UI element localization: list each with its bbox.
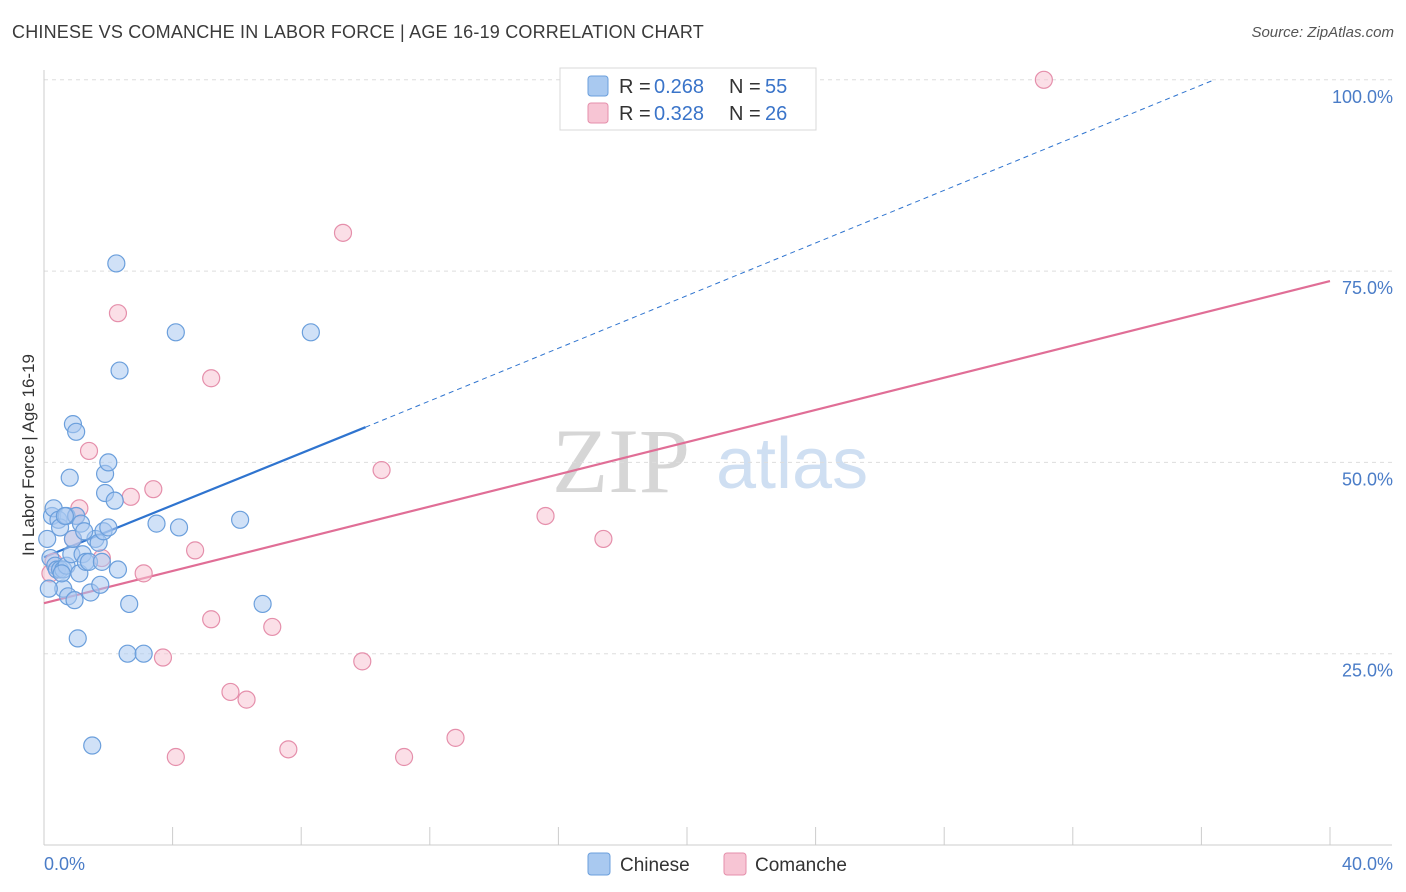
legend-swatch-chinese [587,75,609,97]
chinese-point [231,510,250,529]
bottom-legend-label-comanche: Comanche [755,855,847,876]
comanche-point [446,728,465,747]
chinese-point [169,518,189,537]
chinese-point [108,560,128,579]
chinese-point [91,575,110,594]
legend-n-label-1: N = [729,76,761,98]
comanche-point [221,682,240,702]
watermark-atlas: atlas [716,424,868,504]
comanche-point [353,652,372,671]
chinese-point [60,468,79,487]
comanche-point [536,506,555,526]
watermark-zip: ZIP [552,410,690,512]
comanche-point [202,369,221,388]
chinese-point [55,506,74,526]
chinese-point [83,736,102,755]
comanche-point [202,610,221,629]
bottom-legend-swatch-comanche [723,852,747,876]
comanche-point [79,441,99,461]
comanche-point [121,487,140,506]
comanche-point [153,648,173,667]
comanche-point [134,564,153,583]
chinese-point [110,361,129,380]
comanche-point [186,541,205,560]
comanche-point [144,480,163,499]
comanche-point [279,740,298,759]
chinese-point [38,529,57,549]
tick-labels: 25.0% 50.0% 75.0% 100.0% 0.0% 40.0% [44,87,1393,874]
comanche-point [263,617,282,637]
legend-r-value-1: 0.268 [654,76,704,98]
comanche-point [108,304,128,323]
legend: R = 0.268 N = 55 R = 0.328 N = 26 [559,67,817,131]
comanche-point [166,747,185,767]
source-credit: Source: ZipAtlas.com [1251,24,1394,41]
chinese-point [105,491,124,510]
chinese-point [39,579,58,598]
legend-r-label-2: R = [619,103,651,125]
x-tick-label: 0.0% [44,854,85,874]
y-tick-label: 75.0% [1342,278,1393,298]
chinese-point [253,594,272,614]
legend-swatch-comanche [587,102,609,124]
axes [43,70,1392,846]
chinese-point [107,254,126,273]
legend-n-value-1: 55 [765,76,787,98]
chinese-point [52,564,71,583]
comanche-point [372,460,391,480]
comanche-point [237,690,256,709]
y-axis-title: In Labor Force | Age 16-19 [19,354,38,556]
y-tick-label: 25.0% [1342,661,1393,681]
chinese-point [99,518,118,537]
chart-title: CHINESE VS COMANCHE IN LABOR FORCE | AGE… [12,22,704,42]
comanche-point [394,747,414,767]
chinese-point [134,644,153,663]
chinese-point [147,514,166,533]
bottom-legend-label-chinese: Chinese [620,855,690,876]
y-tick-label: 50.0% [1342,469,1393,489]
chinese-point [301,323,320,342]
data-points [38,70,1053,767]
chinese-point [166,323,185,342]
chinese-point [75,522,94,541]
chinese-point [120,594,139,614]
comanche-point [594,529,613,549]
y-tick-label: 100.0% [1332,87,1393,107]
chinese-point [99,453,118,472]
bottom-legend-swatch-chinese [587,852,611,876]
chinese-point [65,591,84,610]
bottom-legend: Chinese Comanche [587,852,847,876]
comanche-point [1034,70,1053,89]
chinese-point [92,552,111,571]
chinese-point [67,422,86,441]
x-tick-label: 40.0% [1342,854,1393,874]
grid-lines [44,79,1392,655]
chinese-point [68,629,87,648]
chinese-trend-extension [365,79,1215,428]
legend-n-value-2: 26 [765,103,787,125]
comanche-point [333,223,353,242]
legend-n-label-2: N = [729,103,761,125]
comanche-trend-line [43,279,1331,605]
legend-r-value-2: 0.328 [654,103,704,125]
chinese-point [118,644,137,663]
legend-r-label-1: R = [619,76,651,98]
